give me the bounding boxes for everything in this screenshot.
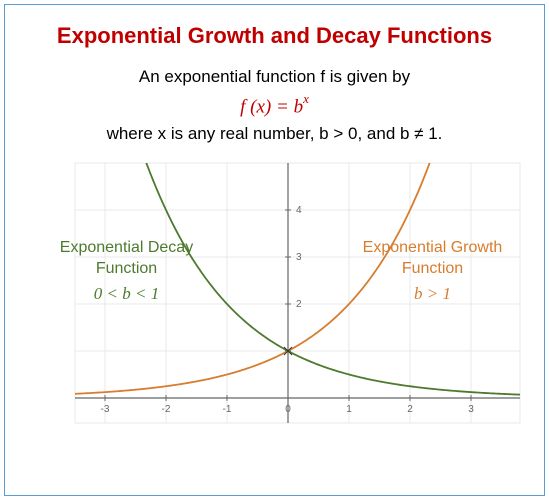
chart-area: -3 -2 -1 0 1 2 3 2 3 4 Exponential Decay Function… bbox=[20, 158, 530, 443]
formula-base: f (x) = b bbox=[240, 96, 303, 117]
decay-label-group: Exponential Decay Function 0 < b < 1 bbox=[42, 238, 212, 305]
decay-label-line2: Function bbox=[42, 259, 212, 280]
svg-text:0: 0 bbox=[285, 404, 291, 415]
figure-title: Exponential Growth and Decay Functions bbox=[57, 23, 492, 49]
svg-text:4: 4 bbox=[296, 205, 302, 216]
svg-text:-2: -2 bbox=[161, 404, 170, 415]
svg-text:3: 3 bbox=[468, 404, 474, 415]
svg-text:2: 2 bbox=[407, 404, 413, 415]
svg-text:2: 2 bbox=[296, 299, 302, 310]
growth-condition: b > 1 bbox=[348, 283, 518, 305]
formula: f (x) = bx bbox=[240, 93, 309, 118]
decay-label-line1: Exponential Decay bbox=[42, 238, 212, 259]
figure-container: Exponential Growth and Decay Functions A… bbox=[4, 4, 545, 496]
intro-text: An exponential function f is given by bbox=[139, 67, 410, 87]
condition-text: where x is any real number, b > 0, and b… bbox=[107, 124, 443, 144]
svg-text:-1: -1 bbox=[222, 404, 231, 415]
svg-text:3: 3 bbox=[296, 252, 302, 263]
growth-label-line2: Function bbox=[348, 259, 518, 280]
svg-text:1: 1 bbox=[346, 404, 352, 415]
decay-condition: 0 < b < 1 bbox=[42, 283, 212, 305]
growth-label-line1: Exponential Growth bbox=[348, 238, 518, 259]
svg-text:-3: -3 bbox=[100, 404, 109, 415]
growth-label-group: Exponential Growth Function b > 1 bbox=[348, 238, 518, 305]
formula-exponent: x bbox=[303, 91, 309, 106]
